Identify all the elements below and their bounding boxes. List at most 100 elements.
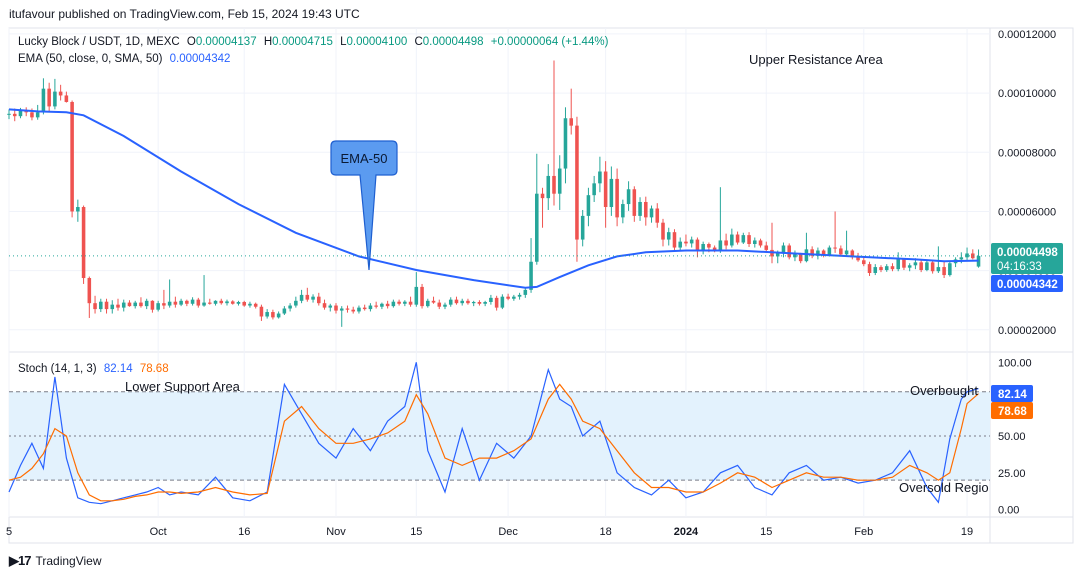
time-tick-label: 15 [410,526,422,538]
candle-body [948,263,952,276]
candle-body [546,175,551,199]
candle-body [689,239,694,244]
candle-body [626,189,631,205]
candle [672,229,677,252]
candle-body [150,300,155,310]
candle [936,246,941,273]
candle-body [575,125,579,240]
candle [219,298,224,305]
candle-body [414,286,419,305]
candle [902,258,906,271]
price-tick-label: 0.00010000 [998,88,1056,100]
candle [357,305,361,314]
time-tick-label: 5 [6,526,12,538]
candle [953,257,958,268]
candle-body [489,297,493,302]
candle [460,298,464,306]
candle [242,300,246,307]
time-tick-label: 15 [760,526,772,538]
candle-body [167,301,172,306]
candle [552,60,556,206]
candle [317,292,321,306]
candle-body [930,262,935,272]
stoch-d-line [8,383,979,502]
candle [139,297,143,308]
candle [689,236,694,248]
candle-body [821,250,826,256]
candle [965,247,969,261]
candle [265,309,269,319]
candle-body [833,247,837,249]
candle-body [879,267,883,271]
candle [632,186,637,222]
candle-body [557,168,562,194]
candle-body [638,201,642,216]
candle-body [672,232,677,248]
candle [87,276,92,318]
candle [397,299,401,306]
time-tick-label: 18 [600,526,612,538]
candle-body [448,299,453,305]
candle [816,247,820,260]
candle-body [368,305,373,310]
ema-50-line [8,108,979,289]
candle-body [156,303,160,310]
candle [24,107,28,117]
candle [862,257,866,267]
candle [930,261,935,274]
candle-body [185,300,189,304]
candle-body [133,302,137,307]
candle [471,300,476,307]
candle [758,238,763,248]
candle-body [609,178,614,208]
candle-body [764,245,769,250]
candle-body [580,215,585,240]
candle-body [420,286,424,307]
stoch-d-tag: 78.68 [991,402,1033,419]
candle [890,263,895,272]
candle [747,232,751,247]
candle-body [603,171,608,208]
candle [626,181,631,211]
last-price-tag: 0.00004498 04:16:33 [991,243,1063,274]
candle [666,227,671,246]
candle-body [724,240,728,246]
candle-body [328,305,333,308]
candle [489,294,493,305]
candle-body [804,249,809,262]
candle [133,300,137,309]
candle-body [586,195,591,216]
price-tick-label: 0.00002000 [998,325,1056,337]
candle [345,305,350,313]
candle-body [385,303,390,307]
candle [167,279,172,308]
candle [213,300,218,306]
candle-body [844,250,849,255]
candle [380,302,384,310]
candle [919,260,923,273]
candle-body [30,112,34,118]
candle-body [230,301,235,304]
candle [735,231,740,245]
ema-price-value: 0.00004342 [997,279,1058,291]
candle-body [477,301,482,304]
candle-body [919,262,923,271]
candle [781,242,786,258]
stoch-tick-label: 100.00 [998,357,1032,369]
candle-body [569,118,573,126]
candle-body [362,307,367,310]
candle [907,263,912,272]
candle-body [317,296,321,304]
candle [839,245,843,257]
candle [311,294,315,303]
candle-body [53,91,57,107]
candle [322,299,327,310]
candle-body [471,301,476,304]
candle [368,303,373,312]
time-tick-label: Nov [326,526,346,538]
candle-body [139,302,143,307]
candle [76,199,80,222]
candle-body [678,241,682,248]
candle-body [271,312,275,318]
